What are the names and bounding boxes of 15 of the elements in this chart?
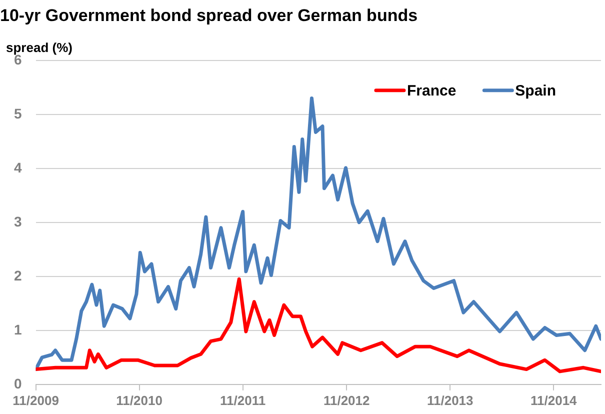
y-tick-label: 4 (14, 159, 22, 176)
x-tick-label: 11/2014 (530, 392, 578, 408)
chart-title: 10-yr Government bond spread over German bunds (0, 6, 418, 25)
y-tick-label: 3 (14, 213, 22, 230)
legend-label: Spain (515, 82, 556, 100)
legend-label: France (406, 82, 456, 100)
x-tick-label: 11/2010 (116, 392, 162, 408)
x-tick-label: 11/2009 (12, 392, 59, 408)
x-tick-label: 11/2012 (323, 392, 370, 408)
y-tick-label: 5 (14, 105, 22, 122)
x-tick-label: 11/2011 (220, 392, 266, 408)
y-tick-label: 2 (14, 267, 22, 284)
y-tick-label: 0 (14, 375, 22, 392)
x-tick-label: 11/2013 (426, 392, 474, 408)
y-tick-label: 1 (14, 321, 22, 338)
